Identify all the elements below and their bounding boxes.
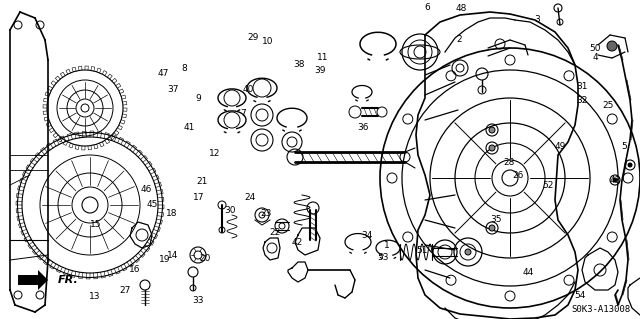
Text: S0K3-A13008: S0K3-A13008 [571,305,630,314]
Circle shape [465,249,471,255]
Text: 41: 41 [183,123,195,132]
Text: 2: 2 [457,35,462,44]
Text: 47: 47 [157,69,169,78]
Text: 45: 45 [147,200,158,209]
Circle shape [628,163,632,167]
Text: 51: 51 [417,246,428,255]
Text: 44: 44 [522,268,534,277]
Text: 53: 53 [377,253,388,262]
Text: 39: 39 [314,66,326,75]
Text: 4: 4 [593,53,598,62]
Text: 27: 27 [120,286,131,295]
Text: 25: 25 [602,101,614,110]
Text: 43: 43 [610,176,621,185]
Text: 46: 46 [140,185,152,194]
Text: 40: 40 [243,85,254,94]
Text: 19: 19 [159,256,171,264]
Text: 28: 28 [503,158,515,167]
Text: 7: 7 [241,109,246,118]
Text: 52: 52 [542,181,554,190]
Text: 10: 10 [262,37,273,46]
Text: 24: 24 [244,193,255,202]
Text: 6: 6 [425,4,430,12]
Text: 1: 1 [385,241,390,250]
Text: 16: 16 [129,265,140,274]
Circle shape [489,145,495,151]
Text: 36: 36 [358,123,369,132]
Text: 8: 8 [182,64,187,73]
Circle shape [613,178,617,182]
Text: 20: 20 [199,254,211,263]
Text: 18: 18 [166,209,177,218]
Circle shape [489,225,495,231]
Circle shape [489,127,495,133]
Text: 17: 17 [193,193,204,202]
Text: 31: 31 [577,82,588,91]
Text: 22: 22 [269,228,281,237]
Text: 29: 29 [247,33,259,42]
Text: 13: 13 [89,292,100,301]
Text: 34: 34 [362,231,373,240]
Text: 21: 21 [196,177,208,186]
Polygon shape [18,270,48,290]
Text: 49: 49 [555,142,566,151]
Text: 35: 35 [490,215,502,224]
Text: 42: 42 [292,238,303,247]
Text: 15: 15 [90,220,102,229]
Text: 26: 26 [513,171,524,180]
Text: 48: 48 [455,4,467,13]
Text: 54: 54 [574,291,586,300]
Text: FR.: FR. [58,275,79,285]
Circle shape [607,41,617,51]
Text: 3: 3 [535,15,540,24]
Text: 5: 5 [621,142,627,151]
Text: 37: 37 [167,85,179,94]
Text: 30: 30 [225,206,236,215]
Text: 9: 9 [196,94,201,103]
Text: 23: 23 [260,209,271,218]
Text: 32: 32 [577,96,588,105]
Text: 38: 38 [294,60,305,69]
Text: 50: 50 [589,44,601,53]
Text: 14: 14 [167,251,179,260]
Text: 33: 33 [193,296,204,305]
Text: 12: 12 [209,149,220,158]
Text: 11: 11 [317,53,329,62]
